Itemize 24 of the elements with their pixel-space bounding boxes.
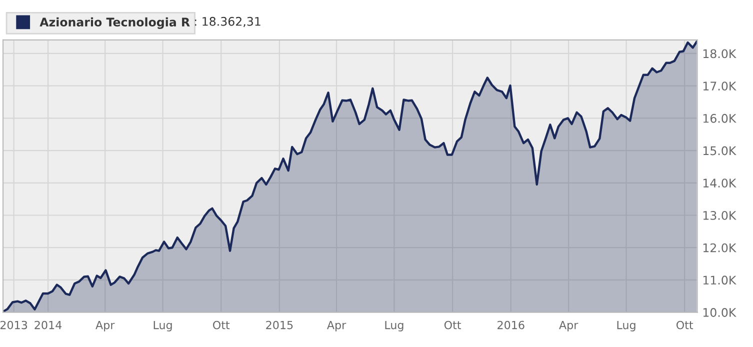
x-tick-label: Lug [154,320,172,332]
y-tick-label: 12.0K [703,243,736,252]
y-tick-label: 16.0K [703,114,736,123]
y-tick-label: 13.0K [703,210,736,220]
y-tick-label: 14.0K [703,178,736,188]
y-tick-label: 18.0K [703,49,736,58]
x-tick-label: Ott [444,320,462,330]
x-tick-label: Lug [617,320,636,332]
x-tick-label: Apr [559,320,578,332]
legend-label: Azionario Tecnologia R [40,17,190,29]
x-tick-label: Ott [676,320,694,330]
x-tick-label: 2014 [34,320,62,330]
y-tick-label: 15.0K [703,146,736,156]
x-tick-label: Ott [213,320,230,330]
x-tick-label: 2013 [0,320,28,330]
x-tick-label: Lug [385,320,404,332]
x-tick-label: 2016 [498,320,524,330]
x-tick-label: Apr [326,320,346,332]
x-tick-label: Apr [96,320,115,332]
x-tick-label: 2015 [266,320,293,330]
text: : 18.362,31 [194,16,260,28]
y-tick-label: 17.0K [703,82,736,90]
y-tick-label: 11.0K [703,276,736,285]
y-tick-label: 10.0K [703,308,736,317]
